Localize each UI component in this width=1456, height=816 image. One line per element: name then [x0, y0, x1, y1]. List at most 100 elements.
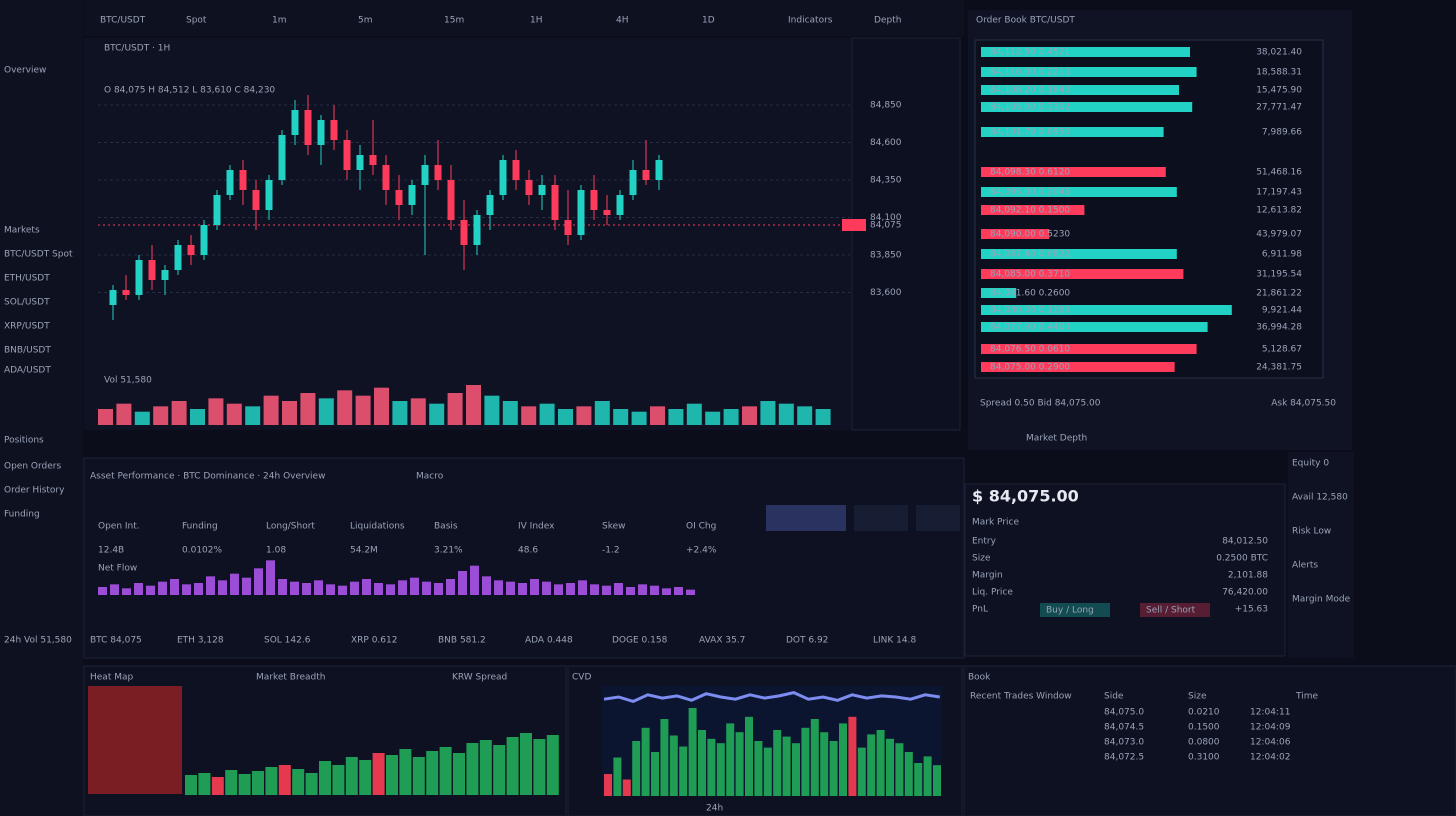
buy-label[interactable]: Buy / Long: [1046, 606, 1094, 616]
order-price: 84,075.00 0.2900: [990, 363, 1070, 373]
candle-body: [382, 165, 390, 190]
top-tab[interactable]: 1H: [530, 16, 543, 26]
histogram-bar: [230, 573, 239, 595]
cvd-bar: [914, 763, 923, 796]
tab-button[interactable]: [854, 505, 908, 531]
histogram-bar: [134, 583, 143, 595]
flow-bar: [319, 761, 331, 795]
histogram-bar: [614, 583, 623, 595]
depth-bar: [981, 288, 1017, 298]
cvd-bar: [735, 732, 744, 796]
stat-value: 12.4B: [98, 546, 124, 556]
volume-bar: [282, 401, 297, 425]
candle-body: [629, 170, 637, 195]
table-cell: 84,075.0: [1104, 708, 1144, 718]
depth-bar: [981, 322, 1208, 332]
order-price: 84,101.70 0.0950: [990, 128, 1070, 138]
ticker-item: BTC 84,075: [90, 636, 142, 646]
chart-title: BTC/USDT · 1H: [104, 44, 170, 54]
order-price: 84,076.50 0.0610: [990, 345, 1070, 355]
stat-value: 3.21%: [434, 546, 463, 556]
top-tab[interactable]: Spot: [186, 16, 207, 26]
order-total: 38,021.40: [1256, 48, 1302, 58]
flow-bar: [426, 751, 439, 795]
stat-value: 48.6: [518, 546, 538, 556]
histogram-bar: [182, 584, 191, 595]
last-price-label: 84,075: [870, 221, 902, 231]
candle-body: [226, 170, 234, 195]
stat-value: 0.0102%: [182, 546, 222, 556]
candle-body: [642, 170, 650, 180]
field-value: 76,420.00: [1222, 588, 1268, 598]
candle-body: [356, 155, 364, 170]
sell-label[interactable]: Sell / Short: [1146, 606, 1196, 616]
flow-bar: [185, 775, 197, 795]
sell-button[interactable]: [1140, 603, 1210, 617]
sidebar-item: Overview: [4, 66, 46, 76]
sidebar-item: SOL/USDT: [4, 298, 50, 308]
order-total: 12,613.82: [1256, 206, 1302, 216]
candle-body: [434, 165, 442, 180]
order-total: 7,989.66: [1262, 128, 1302, 138]
cvd-bar: [810, 719, 819, 796]
candle-body: [447, 180, 455, 220]
side-info-item: Equity 0: [1292, 459, 1329, 469]
histogram-bar: [242, 577, 251, 595]
side-info-item: Risk Low: [1292, 527, 1331, 537]
histogram-bar: [566, 583, 575, 595]
panel-subtitle: Market Breadth: [256, 673, 325, 683]
candle-body: [278, 135, 286, 180]
order-total: 6,911.98: [1262, 250, 1302, 260]
candle-body: [421, 165, 429, 185]
volume-bar: [723, 409, 739, 425]
analytics-title: Asset Performance · BTC Dominance · 24h …: [90, 472, 325, 482]
top-tab[interactable]: 1D: [702, 16, 715, 26]
volume-bar: [539, 403, 555, 425]
cvd-bar: [895, 743, 904, 796]
top-tab[interactable]: 4H: [616, 16, 629, 26]
field-value: 84,012.50: [1222, 537, 1268, 547]
side-info: [1288, 452, 1354, 658]
top-tab[interactable]: Indicators: [788, 16, 833, 26]
top-tab[interactable]: BTC/USDT: [100, 16, 146, 26]
order-book-title: Order Book BTC/USDT: [976, 16, 1075, 26]
stat-label: Open Int.: [98, 522, 140, 532]
volume-bar: [429, 403, 445, 425]
cvd-bar: [679, 746, 688, 796]
candle-body: [161, 270, 169, 280]
stat-label: IV Index: [518, 522, 555, 532]
cvd-bar: [716, 743, 725, 796]
histogram-bar: [542, 581, 551, 595]
cvd-bar: [829, 741, 838, 796]
side-info-item: Avail 12,580: [1292, 493, 1348, 503]
histogram-bar: [362, 579, 371, 595]
sidebar-item: 24h Vol 51,580: [4, 636, 72, 646]
top-tab[interactable]: 5m: [358, 16, 373, 26]
order-total: 9,921.44: [1262, 306, 1302, 316]
flow-bar: [533, 739, 546, 795]
top-tab[interactable]: 15m: [444, 16, 464, 26]
buy-button[interactable]: [1040, 603, 1110, 617]
stat-value: -1.2: [602, 546, 620, 556]
panel-title: CVD: [572, 673, 591, 683]
histogram-bar: [386, 584, 395, 595]
volume-bar: [392, 401, 408, 425]
candle-body: [473, 215, 481, 245]
top-tab[interactable]: 1m: [272, 16, 287, 26]
tab-button[interactable]: [916, 505, 960, 531]
cvd-bar: [698, 730, 706, 796]
volume-bar: [263, 395, 279, 425]
depth-bar: [981, 205, 1085, 215]
candle-body: [655, 160, 663, 180]
tab-button[interactable]: [766, 505, 846, 531]
top-tab[interactable]: Depth: [874, 16, 901, 26]
table-cell: 0.1500: [1188, 723, 1220, 733]
y-tick-label: 84,100: [870, 213, 902, 223]
candle-body: [551, 185, 559, 220]
cvd-bar: [876, 730, 885, 796]
stat-label: Skew: [602, 522, 626, 532]
flow-bar: [252, 771, 264, 795]
histogram-bar: [662, 588, 671, 595]
order-price: 84,112.50 0.4521: [990, 48, 1070, 58]
histogram-bar: [554, 584, 563, 595]
